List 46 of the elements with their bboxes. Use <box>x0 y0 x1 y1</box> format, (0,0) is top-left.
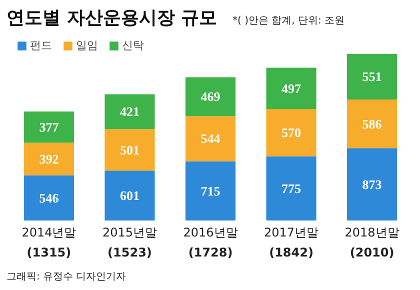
data-label: 715 <box>200 183 221 198</box>
text: 그래픽: 유정수 디자인기자 <box>6 272 126 282</box>
total-label: (1842) <box>269 246 314 260</box>
total-label: (1315) <box>26 246 72 260</box>
bar <box>24 142 74 176</box>
bar <box>104 129 155 171</box>
legend-label: 신탁 <box>122 38 144 53</box>
data-label: 497 <box>282 80 302 96</box>
data-label: 775 <box>282 180 302 196</box>
data-label: 586 <box>362 116 382 132</box>
x-tick-label: 2018년말 <box>344 226 400 240</box>
bar <box>185 161 236 220</box>
data-label: 546 <box>39 190 60 206</box>
bar <box>266 68 316 109</box>
bar <box>266 156 316 220</box>
legend-label: 펀드 <box>30 38 52 53</box>
bar <box>24 111 74 143</box>
bar <box>185 77 236 116</box>
data-label: 377 <box>39 120 60 135</box>
bar <box>185 116 236 162</box>
x-tick-label: 2017년말 <box>264 226 319 240</box>
data-label: 392 <box>39 151 59 166</box>
total-label: (1523) <box>108 246 152 260</box>
bar <box>24 175 74 220</box>
data-label: 544 <box>200 131 221 146</box>
data-label: 570 <box>282 125 302 140</box>
data-label: 501 <box>120 142 140 158</box>
bar <box>104 94 155 130</box>
chart-subtitle: *( )안은 합계, 단위: 조원 <box>232 16 345 26</box>
total-label: (1728) <box>188 246 233 260</box>
data-label: 551 <box>362 69 382 84</box>
data-label: 469 <box>200 89 221 104</box>
bar <box>347 148 398 220</box>
bar <box>347 100 398 148</box>
data-label: 601 <box>120 188 140 204</box>
data-label: 421 <box>120 104 140 120</box>
bar <box>104 170 155 220</box>
bar <box>266 108 316 156</box>
chart-title: 연도별 자산운용시장 규모 <box>6 8 218 28</box>
bar <box>347 54 398 100</box>
legend-label: 일임 <box>76 38 98 53</box>
x-tick-label: 2014년말 <box>22 226 76 240</box>
x-tick-label: 2015년말 <box>102 226 158 240</box>
data-label: 873 <box>362 176 382 192</box>
x-tick-label: 2016년말 <box>183 226 238 240</box>
total-label: (2010) <box>350 246 394 260</box>
